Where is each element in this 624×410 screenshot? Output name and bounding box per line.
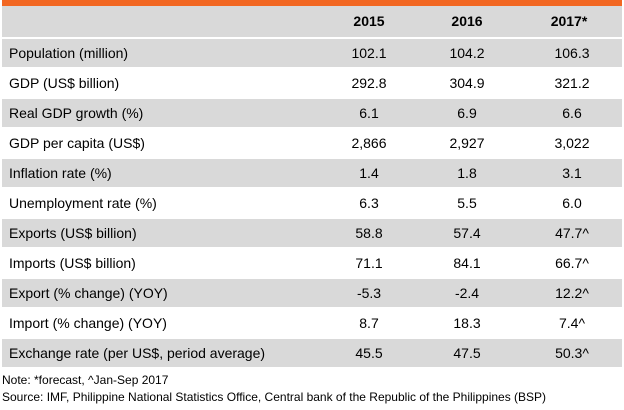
cell-2016: 57.4	[418, 218, 516, 249]
cell-2015: 58.8	[320, 218, 418, 249]
cell-2016: -2.4	[418, 278, 516, 309]
cell-2016: 1.8	[418, 158, 516, 189]
table-row: Exports (US$ billion) 58.8 57.4 47.7^	[2, 218, 622, 249]
table-row: Population (million) 102.1 104.2 106.3	[2, 38, 622, 69]
top-accent-rule	[2, 0, 622, 6]
row-label: Export (% change) (YOY)	[2, 278, 320, 309]
cell-2017: 7.4^	[516, 308, 622, 339]
table-row: Unemployment rate (%) 6.3 5.5 6.0	[2, 188, 622, 219]
cell-2017: 50.3^	[516, 338, 622, 369]
cell-2015: 6.1	[320, 98, 418, 129]
cell-2016: 104.2	[418, 38, 516, 69]
table-row: Import (% change) (YOY) 8.7 18.3 7.4^	[2, 308, 622, 339]
row-label: GDP per capita (US$)	[2, 128, 320, 159]
cell-2017: 6.6	[516, 98, 622, 129]
row-label: Imports (US$ billion)	[2, 248, 320, 279]
table-row: Exchange rate (per US$, period average) …	[2, 338, 622, 369]
cell-2016: 2,927	[418, 128, 516, 159]
header-2015: 2015	[320, 6, 418, 39]
cell-2017: 6.0	[516, 188, 622, 219]
cell-2017: 3.1	[516, 158, 622, 189]
row-label: Exchange rate (per US$, period average)	[2, 338, 320, 369]
row-label: Exports (US$ billion)	[2, 218, 320, 249]
table-source: Source: IMF, Philippine National Statist…	[2, 390, 547, 404]
header-row: 2015 2016 2017*	[2, 6, 622, 39]
row-label: GDP (US$ billion)	[2, 68, 320, 99]
cell-2015: 8.7	[320, 308, 418, 339]
cell-2016: 18.3	[418, 308, 516, 339]
row-label: Unemployment rate (%)	[2, 188, 320, 219]
cell-2017: 106.3	[516, 38, 622, 69]
cell-2015: 292.8	[320, 68, 418, 99]
header-label-cell	[2, 6, 320, 39]
row-label: Import (% change) (YOY)	[2, 308, 320, 339]
header-2017: 2017*	[516, 6, 622, 39]
table-note: Note: *forecast, ^Jan-Sep 2017	[2, 373, 169, 387]
cell-2017: 12.2^	[516, 278, 622, 309]
cell-2015: 2,866	[320, 128, 418, 159]
cell-2015: 71.1	[320, 248, 418, 279]
table-row: Export (% change) (YOY) -5.3 -2.4 12.2^	[2, 278, 622, 309]
table-row: GDP per capita (US$) 2,866 2,927 3,022	[2, 128, 622, 159]
row-label: Population (million)	[2, 38, 320, 69]
economic-indicators-table: 2015 2016 2017* Population (million) 102…	[2, 6, 622, 369]
table-row: Real GDP growth (%) 6.1 6.9 6.6	[2, 98, 622, 129]
header-2016: 2016	[418, 6, 516, 39]
cell-2015: -5.3	[320, 278, 418, 309]
cell-2016: 84.1	[418, 248, 516, 279]
cell-2017: 3,022	[516, 128, 622, 159]
cell-2015: 45.5	[320, 338, 418, 369]
table-row: Imports (US$ billion) 71.1 84.1 66.7^	[2, 248, 622, 279]
cell-2015: 102.1	[320, 38, 418, 69]
table-row: Inflation rate (%) 1.4 1.8 3.1	[2, 158, 622, 189]
cell-2015: 6.3	[320, 188, 418, 219]
cell-2016: 6.9	[418, 98, 516, 129]
cell-2016: 304.9	[418, 68, 516, 99]
cell-2017: 66.7^	[516, 248, 622, 279]
row-label: Inflation rate (%)	[2, 158, 320, 189]
cell-2016: 5.5	[418, 188, 516, 219]
row-label: Real GDP growth (%)	[2, 98, 320, 129]
cell-2016: 47.5	[418, 338, 516, 369]
cell-2017: 321.2	[516, 68, 622, 99]
cell-2015: 1.4	[320, 158, 418, 189]
cell-2017: 47.7^	[516, 218, 622, 249]
table-row: GDP (US$ billion) 292.8 304.9 321.2	[2, 68, 622, 99]
